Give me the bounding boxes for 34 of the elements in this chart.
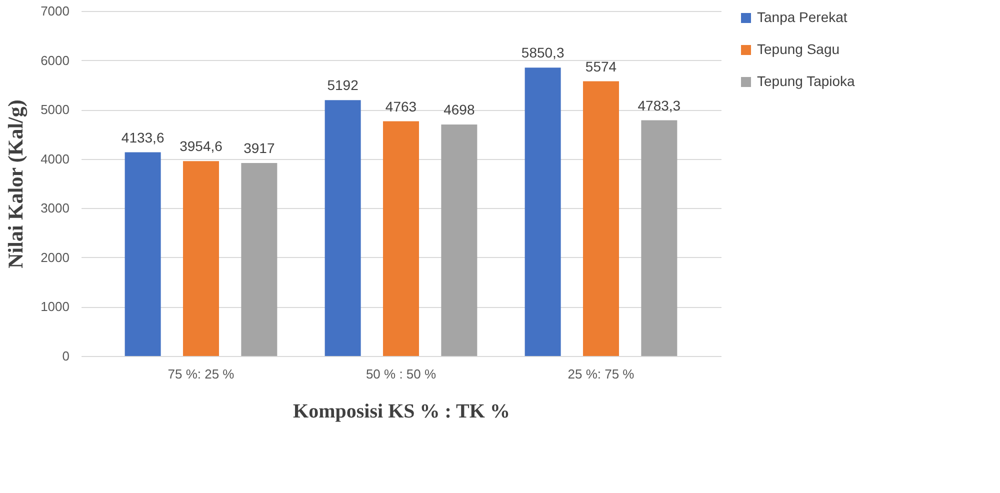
data-label: 3917 (244, 140, 275, 156)
legend-label: Tepung Sagu (757, 41, 840, 57)
y-tick-label: 5000 (40, 102, 70, 118)
legend-label: Tepung Tapioka (757, 73, 856, 89)
data-label: 4698 (444, 101, 475, 118)
bar (183, 161, 219, 356)
bar (441, 124, 478, 356)
bar (641, 120, 678, 356)
data-label: 5574 (585, 58, 617, 74)
bar (241, 162, 278, 356)
x-tick-label: 75 %: 25 % (168, 366, 235, 382)
data-label: 3954,6 (180, 138, 223, 154)
y-tick-label: 1000 (40, 299, 70, 314)
bar (324, 100, 361, 356)
data-label: 4133,6 (121, 129, 164, 146)
bar (583, 81, 619, 356)
bar (383, 121, 419, 356)
y-tick-label: 0 (62, 348, 70, 364)
y-tick-label: 4000 (40, 151, 70, 166)
x-axis-title: Komposisi KS % : TK % (293, 400, 510, 422)
legend-label: Tanpa Perekat (757, 9, 848, 25)
y-tick-label: 7000 (40, 4, 70, 18)
data-label: 5192 (327, 77, 359, 94)
y-tick-label: 2000 (40, 250, 70, 265)
y-tick-label: 3000 (40, 200, 70, 216)
bar (524, 68, 561, 356)
data-label: 4763 (385, 98, 417, 114)
data-label: 4783,3 (638, 97, 681, 114)
x-tick-label: 50 % : 50 % (366, 366, 436, 382)
bar (124, 152, 161, 356)
y-axis-title: Nilai Kalor (Kal/g) (4, 100, 28, 268)
x-tick-label: 25 %: 75 % (568, 366, 635, 382)
y-tick-label: 6000 (40, 52, 70, 68)
data-label: 5850,3 (521, 44, 564, 61)
